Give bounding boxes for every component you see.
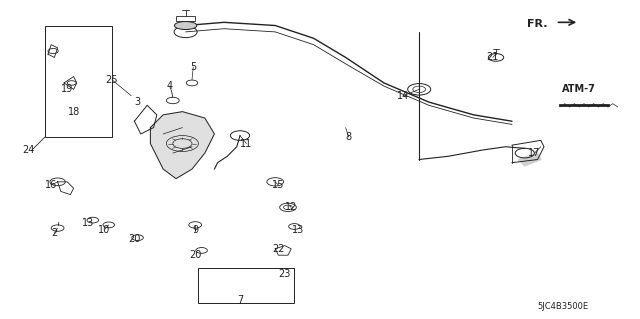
- Text: 11: 11: [240, 138, 253, 149]
- Bar: [198, 268, 294, 303]
- Text: 15: 15: [272, 180, 285, 190]
- Text: 8: 8: [346, 132, 352, 142]
- Bar: [176, 16, 195, 21]
- Text: 24: 24: [22, 145, 35, 155]
- Text: 13: 13: [82, 218, 95, 228]
- Text: 4: 4: [166, 81, 173, 91]
- Text: 10: 10: [98, 225, 111, 235]
- Text: 20: 20: [189, 250, 202, 260]
- Text: 23: 23: [278, 269, 291, 279]
- Text: 2: 2: [51, 228, 58, 238]
- Text: FR.: FR.: [527, 19, 547, 29]
- Text: 3: 3: [134, 97, 141, 107]
- Text: 19: 19: [61, 84, 74, 94]
- Text: 9: 9: [192, 225, 198, 235]
- Text: 21: 21: [486, 52, 499, 63]
- Text: 14: 14: [397, 91, 410, 101]
- Text: 17: 17: [528, 148, 541, 158]
- Text: 7: 7: [237, 295, 243, 305]
- Text: 5JC4B3500E: 5JC4B3500E: [538, 302, 589, 311]
- Polygon shape: [518, 153, 541, 166]
- Text: 12: 12: [285, 202, 298, 212]
- Text: 22: 22: [272, 244, 285, 254]
- Text: 25: 25: [106, 75, 118, 85]
- Text: 16: 16: [45, 180, 58, 190]
- Text: 18: 18: [67, 107, 80, 117]
- Polygon shape: [150, 112, 214, 179]
- Text: 13: 13: [291, 225, 304, 235]
- Text: 20: 20: [128, 234, 141, 244]
- Text: ATM-7: ATM-7: [563, 84, 596, 94]
- Text: 5: 5: [190, 62, 196, 72]
- Ellipse shape: [174, 21, 197, 30]
- Bar: [45, 26, 112, 137]
